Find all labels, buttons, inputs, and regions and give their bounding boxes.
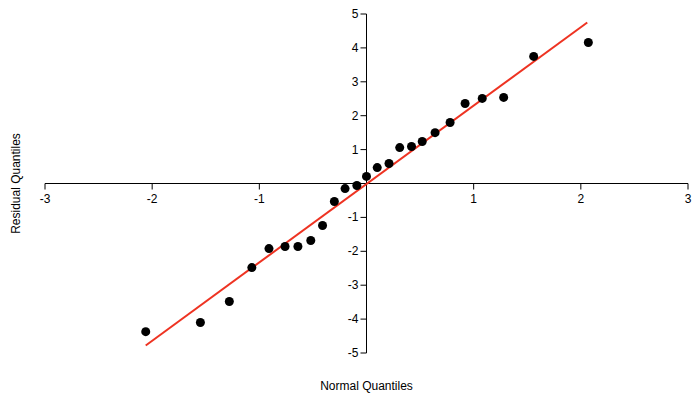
data-point [407, 142, 416, 151]
y-tick-label: 4 [352, 41, 359, 55]
chart-container: -3 -2 -1 1 2 3 -5 -4 -3 -2 -1 1 2 3 4 5 Normal Quantiles… [0, 0, 700, 400]
y-tick-label: 5 [352, 7, 359, 21]
y-axis-title: Residual Quantiles [9, 133, 23, 234]
x-tick [473, 184, 474, 190]
x-tick [45, 184, 46, 190]
y-tick [361, 115, 367, 116]
plot-area [141, 22, 593, 345]
data-point [529, 52, 538, 61]
data-point [341, 184, 350, 193]
data-point [293, 242, 302, 251]
y-tick-label: -2 [348, 244, 359, 258]
data-point [431, 128, 440, 137]
chart-svg: -3 -2 -1 1 2 3 -5 -4 -3 -2 -1 1 2 3 4 5 Normal Quantiles… [0, 0, 700, 400]
y-tick-label: -4 [348, 312, 359, 326]
data-point [281, 242, 290, 251]
x-tick-label: -1 [254, 192, 265, 206]
x-tick-label: 2 [577, 192, 584, 206]
data-point [247, 263, 256, 272]
data-point [418, 137, 427, 146]
data-point [446, 118, 455, 127]
x-tick [688, 184, 689, 190]
y-tick-label: 2 [352, 109, 359, 123]
y-tick [361, 251, 367, 252]
y-tick [361, 149, 367, 150]
x-tick-label: 3 [685, 192, 692, 206]
x-tick [580, 184, 581, 190]
data-point [362, 172, 371, 181]
y-tick-label: 3 [352, 75, 359, 89]
data-point [196, 318, 205, 327]
data-point [395, 143, 404, 152]
x-tick [152, 184, 153, 190]
data-point [306, 236, 315, 245]
y-tick [361, 14, 367, 15]
x-tick-label: -3 [40, 192, 51, 206]
data-point [264, 244, 273, 253]
x-axis-title: Normal Quantiles [320, 379, 413, 393]
y-tick-label: -5 [348, 346, 359, 360]
y-tick-label: -1 [348, 210, 359, 224]
data-point [385, 159, 394, 168]
y-tick [361, 81, 367, 82]
data-point [141, 327, 150, 336]
y-tick [361, 319, 367, 320]
y-tick-label: -3 [348, 278, 359, 292]
data-point [461, 99, 470, 108]
x-tick-label: -2 [147, 192, 158, 206]
data-point [330, 197, 339, 206]
y-tick [361, 47, 367, 48]
data-point [352, 181, 361, 190]
y-tick [361, 353, 367, 354]
reference-line [146, 22, 588, 345]
data-point [373, 163, 382, 172]
x-tick [259, 184, 260, 190]
data-point [499, 93, 508, 102]
data-point [478, 94, 487, 103]
data-point [584, 38, 593, 47]
data-point [318, 221, 327, 230]
data-point [225, 297, 234, 306]
y-tick [361, 217, 367, 218]
x-tick-label: 1 [470, 192, 477, 206]
y-tick [361, 285, 367, 286]
y-tick-label: 1 [352, 143, 359, 157]
